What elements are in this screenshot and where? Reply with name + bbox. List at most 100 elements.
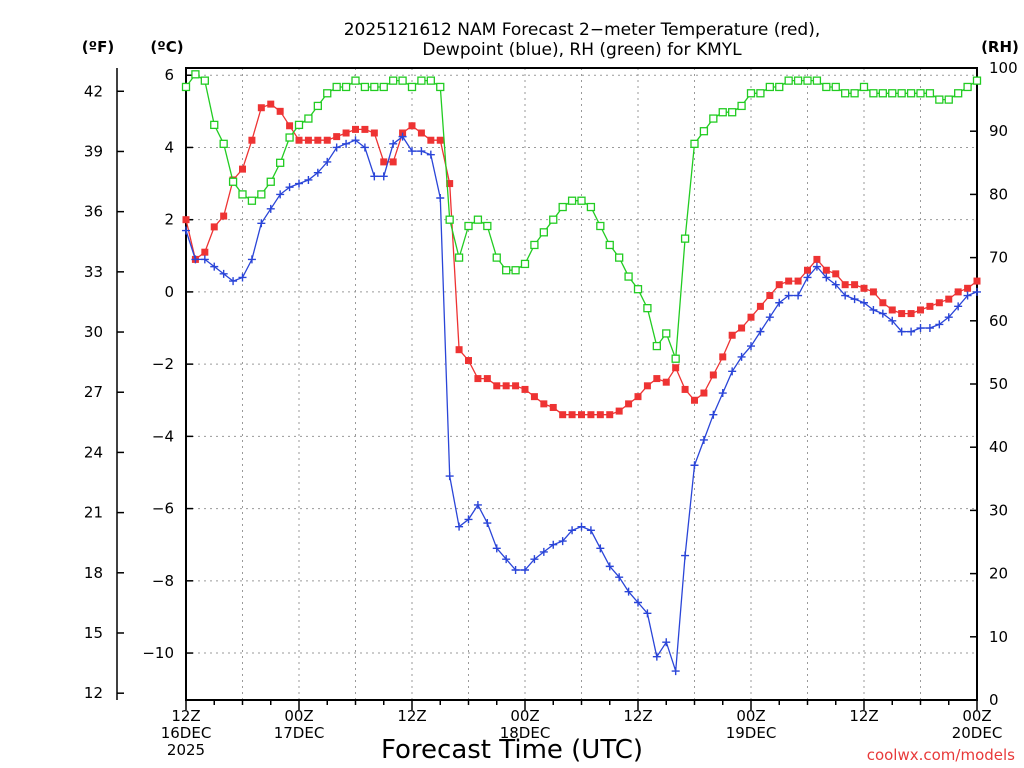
temperature-point — [634, 393, 642, 401]
time-tick-label: 12Z — [849, 707, 878, 725]
temperature-point — [615, 407, 623, 415]
temperature-point — [578, 411, 585, 419]
rh-point — [313, 101, 322, 111]
rh-tick-label: 10 — [989, 628, 1008, 646]
temperature-point — [568, 411, 576, 419]
rh-point — [247, 196, 257, 205]
rh-point — [511, 266, 520, 275]
celsius-axis: 6 4 2 0 −2 −4 −6 −8 −10 — [142, 66, 193, 662]
temperature-point — [700, 389, 708, 397]
temperature-point — [747, 313, 755, 321]
dewpoint-point — [257, 219, 266, 228]
temperature-point — [530, 393, 538, 401]
temperature-point — [427, 136, 435, 144]
celsius-unit-label: (ºC) — [150, 38, 183, 56]
rh-point — [878, 89, 887, 98]
dewpoint-point — [530, 555, 539, 564]
temperature-point — [869, 288, 877, 296]
rh-tick-label: 70 — [989, 249, 1008, 267]
rh-tick-label: 30 — [989, 501, 1008, 519]
rh-point — [888, 89, 897, 98]
rh-tick-label: 80 — [989, 185, 1008, 203]
time-tick-label: 16DEC — [161, 724, 212, 742]
temperature-point — [681, 385, 689, 393]
dewpoint-point — [483, 519, 492, 528]
time-tick-label: 00Z — [736, 707, 765, 725]
temperature-point — [738, 324, 746, 332]
dewpoint-point — [662, 638, 671, 647]
dewpoint-point — [699, 435, 708, 444]
temperature-point — [210, 223, 218, 231]
rh-point — [652, 341, 661, 351]
temperature-point — [342, 129, 350, 137]
time-tick-label: 00Z — [284, 707, 313, 725]
rh-tick-label: 50 — [989, 375, 1008, 393]
dewpoint-point — [229, 277, 238, 286]
rh-point — [963, 82, 972, 92]
dewpoint-point — [389, 139, 398, 148]
dewpoint-point — [897, 327, 906, 336]
temperature-point — [276, 107, 284, 115]
rh-point — [304, 114, 313, 123]
chart-title-line1: 2025121612 NAM Forecast 2−meter Temperat… — [344, 20, 821, 40]
dewpoint-point — [426, 150, 435, 159]
dewpoint-point — [784, 291, 793, 300]
rh-point — [756, 89, 765, 98]
rh-point — [426, 76, 435, 85]
rh-tick-label: 90 — [989, 122, 1008, 140]
rh-point — [577, 196, 586, 205]
grid-lines — [186, 68, 977, 700]
temperature-point — [643, 382, 651, 390]
fahrenheit-unit-label: (ºF) — [82, 38, 114, 56]
dewpoint-point — [577, 522, 586, 531]
dewpoint-point — [360, 143, 369, 152]
temperature-point — [775, 281, 783, 289]
rh-point — [746, 89, 756, 98]
temperature-point — [304, 136, 312, 144]
rh-point — [925, 89, 935, 98]
celsius-tick-label: −2 — [152, 355, 174, 373]
time-tick-label: 12Z — [623, 707, 652, 725]
dewpoint-point — [831, 280, 840, 289]
temperature-point — [455, 346, 463, 354]
dewpoint-point — [332, 143, 341, 152]
dewpoint-point — [539, 547, 548, 556]
rh-point — [379, 82, 388, 92]
rh-point — [473, 215, 483, 224]
temperature-point — [973, 277, 981, 285]
plot-frame — [185, 67, 978, 701]
dewpoint-point — [615, 573, 624, 582]
temperature-point — [323, 136, 331, 144]
temperature-point — [239, 165, 246, 173]
dewpoint-point — [596, 544, 605, 553]
rh-point — [332, 82, 341, 92]
temperature-point — [559, 411, 567, 419]
temperature-point — [888, 306, 896, 314]
rh-point — [699, 127, 709, 136]
time-tick-label: 20DEC — [952, 724, 1003, 742]
dewpoint-point — [182, 226, 190, 235]
rh-point — [605, 240, 614, 250]
time-tick-label: 18DEC — [500, 724, 551, 742]
temperature-point — [408, 122, 416, 130]
dewpoint-point — [671, 667, 680, 676]
temperature-point — [352, 125, 359, 133]
rh-point — [935, 95, 944, 104]
dewpoint-point — [850, 295, 859, 304]
rh-point — [822, 82, 831, 92]
dewpoint-point — [313, 168, 322, 177]
rh-point — [812, 76, 822, 85]
dewpoint-point — [445, 472, 454, 481]
dewpoint-point — [794, 291, 803, 300]
rh-point — [228, 177, 238, 186]
dewpoint-point — [370, 172, 379, 181]
source-credit[interactable]: coolwx.com/models — [867, 746, 1015, 764]
chart-title-line2: Dewpoint (blue), RH (green) for KMYL — [422, 40, 742, 60]
series-relative-humidity — [181, 70, 982, 363]
time-tick-label: 00Z — [510, 707, 539, 725]
dewpoint-point — [709, 410, 718, 419]
dewpoint-point — [247, 255, 256, 264]
rh-point — [831, 82, 840, 92]
temperature-point — [380, 158, 388, 166]
